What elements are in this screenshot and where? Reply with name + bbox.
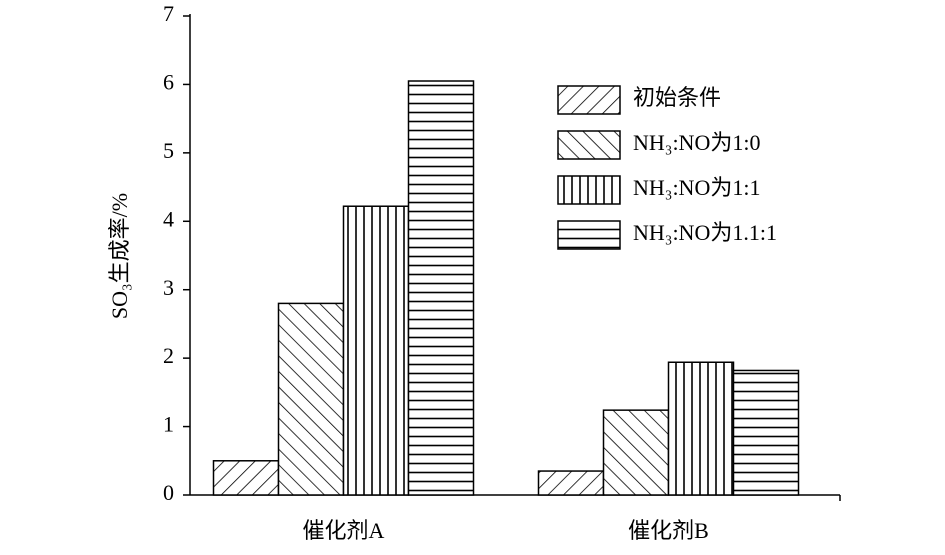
bar xyxy=(732,369,800,496)
bar xyxy=(407,80,475,496)
legend-swatch xyxy=(557,175,621,205)
y-axis-label: SO₃生成率/% xyxy=(107,193,132,319)
bar xyxy=(602,409,670,496)
bar xyxy=(667,361,735,496)
y-tick-label: 1 xyxy=(163,412,174,437)
y-tick-label: 6 xyxy=(163,69,174,94)
y-tick-label: 7 xyxy=(163,1,174,26)
bar xyxy=(537,470,605,496)
legend-label: NH₃:NO为1:1 xyxy=(633,175,760,200)
bar xyxy=(212,460,280,496)
legend-label: NH₃:NO为1:0 xyxy=(633,130,760,155)
legend-swatch xyxy=(557,220,621,250)
legend-swatch xyxy=(557,130,621,160)
y-tick-label: 3 xyxy=(163,275,174,300)
bar xyxy=(277,302,345,496)
legend-label: NH₃:NO为1.1:1 xyxy=(633,220,777,245)
y-tick-label: 4 xyxy=(163,206,174,231)
y-tick-label: 0 xyxy=(163,480,174,505)
bar xyxy=(342,205,410,496)
y-tick-label: 2 xyxy=(163,343,174,368)
legend-label: 初始条件 xyxy=(633,85,721,110)
y-tick-label: 5 xyxy=(163,138,174,163)
x-tick-label: 催化剂B xyxy=(628,518,709,543)
x-tick-label: 催化剂A xyxy=(303,518,385,543)
legend-swatch xyxy=(557,85,621,115)
